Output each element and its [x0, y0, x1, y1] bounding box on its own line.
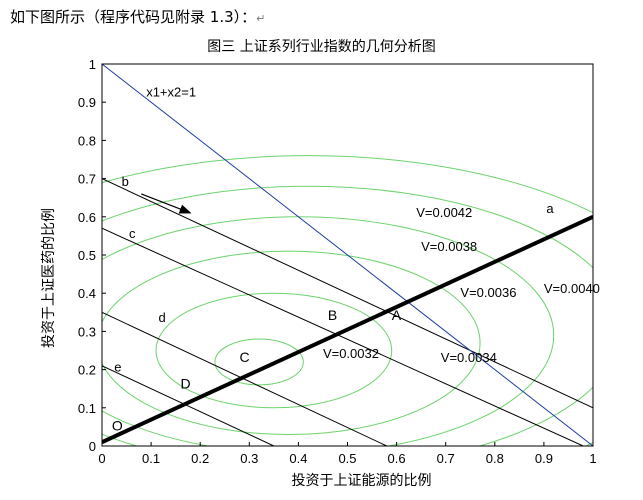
point-label-A: A: [392, 307, 402, 323]
y-tick-label: 0.1: [78, 401, 96, 416]
y-tick-label: 1: [89, 57, 96, 72]
iso-line-b: [102, 178, 593, 409]
y-tick-label: 0.8: [78, 133, 96, 148]
contour-label: V=0.0036: [460, 285, 516, 300]
label-layer: b c d e x1+x2=1 a O D C B A V=0.0042 V=0.0038 V=0.003…: [112, 84, 600, 433]
y-tick-label: 0.4: [78, 286, 96, 301]
y-tick-label: 0.5: [78, 248, 96, 263]
paragraph-mark: ↵: [256, 12, 266, 25]
x-tick-label: 0: [98, 451, 105, 466]
contour-label: V=0.0040: [544, 281, 600, 296]
efficient-line-label: a: [546, 201, 554, 216]
efficient-line: [102, 214, 593, 444]
line-layer: [102, 64, 593, 446]
tick-layer: 0 0.1 0.2 0.3 0.4 0.5 0.6 0.7 0.8 0.9 1 0 0.1 0.2 0.3 0…: [78, 57, 597, 466]
budget-line: [102, 64, 593, 446]
y-tick-label: 0.9: [78, 95, 96, 110]
contour-label: V=0.0032: [323, 346, 379, 361]
y-tick-label: 0.6: [78, 210, 96, 225]
iso-line-e: [102, 365, 275, 446]
budget-line-label: x1+x2=1: [146, 84, 196, 99]
iso-line-c: [102, 227, 584, 446]
intro-paragraph: 如下图所示（程序代码见附录 1.3）：↵: [10, 8, 265, 28]
contour-curve: [214, 338, 304, 386]
y-tick-label: 0.7: [78, 172, 96, 187]
x-axis-label: 投资于上证能源的比例: [291, 473, 432, 489]
intro-text: 如下图所示（程序代码见附录 1.3）：: [10, 8, 257, 26]
direction-arrow: [141, 193, 192, 214]
contour-curve: [155, 292, 393, 409]
point-label-C: C: [239, 349, 249, 365]
x-tick-label: 0.3: [240, 451, 258, 466]
contour-curve: [102, 185, 593, 446]
x-tick-label: 0.7: [437, 451, 455, 466]
contour-label: V=0.0034: [441, 350, 497, 365]
iso-line-label-c: c: [129, 226, 136, 241]
y-tick-label: 0.3: [78, 324, 96, 339]
x-tick-label: 0.1: [142, 451, 160, 466]
x-tick-label: 1: [589, 451, 596, 466]
x-tick-label: 0.2: [191, 451, 209, 466]
point-label-B: B: [328, 307, 337, 323]
iso-line-label-d: d: [158, 310, 165, 325]
contour-label: V=0.0038: [421, 239, 477, 254]
y-tick-label: 0.2: [78, 363, 96, 378]
chart-title: 图三 上证系列行业指数的几何分析图: [207, 39, 436, 55]
iso-line-label-e: e: [114, 360, 121, 375]
contour-curve: [102, 250, 481, 436]
iso-line-label-b: b: [122, 174, 129, 189]
x-tick-label: 0.9: [535, 451, 553, 466]
point-label-O: O: [112, 418, 123, 434]
contour-label: V=0.0042: [416, 205, 472, 220]
x-tick-label: 0.5: [338, 451, 356, 466]
x-tick-label: 0.6: [388, 451, 406, 466]
y-tick-label: 0: [89, 439, 96, 454]
x-tick-label: 0.8: [486, 451, 504, 466]
x-tick-label: 0.4: [289, 451, 307, 466]
point-label-D: D: [181, 376, 191, 392]
contour-curve: [102, 155, 593, 446]
iso-line-d: [102, 311, 387, 446]
